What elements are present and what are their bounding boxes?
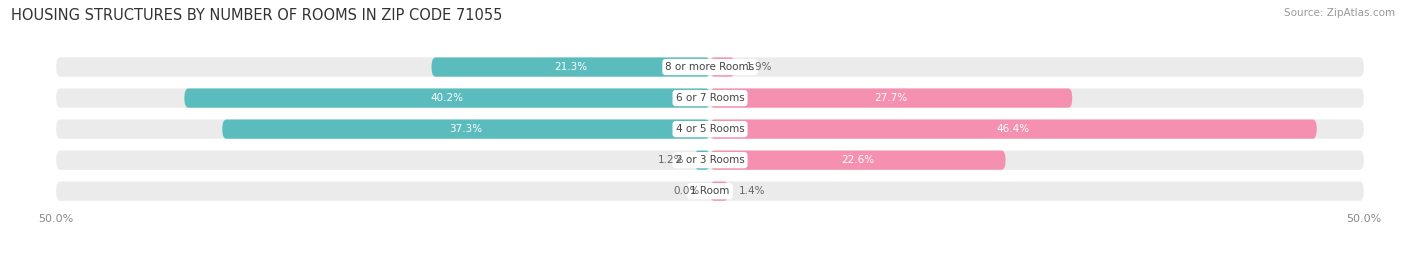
FancyBboxPatch shape <box>56 151 1364 170</box>
Text: 8 or more Rooms: 8 or more Rooms <box>665 62 755 72</box>
Text: 4 or 5 Rooms: 4 or 5 Rooms <box>676 124 744 134</box>
Text: 0.0%: 0.0% <box>673 186 700 196</box>
FancyBboxPatch shape <box>56 182 1364 201</box>
Text: Source: ZipAtlas.com: Source: ZipAtlas.com <box>1284 8 1395 18</box>
FancyBboxPatch shape <box>432 57 710 77</box>
Text: 6 or 7 Rooms: 6 or 7 Rooms <box>676 93 744 103</box>
FancyBboxPatch shape <box>710 89 1073 108</box>
FancyBboxPatch shape <box>56 57 1364 77</box>
Text: 21.3%: 21.3% <box>554 62 588 72</box>
Text: HOUSING STRUCTURES BY NUMBER OF ROOMS IN ZIP CODE 71055: HOUSING STRUCTURES BY NUMBER OF ROOMS IN… <box>11 8 502 23</box>
Text: 37.3%: 37.3% <box>450 124 482 134</box>
FancyBboxPatch shape <box>222 119 710 139</box>
Text: 27.7%: 27.7% <box>875 93 908 103</box>
Text: 40.2%: 40.2% <box>430 93 464 103</box>
FancyBboxPatch shape <box>710 151 1005 170</box>
FancyBboxPatch shape <box>710 119 1317 139</box>
FancyBboxPatch shape <box>56 119 1364 139</box>
Text: 1.9%: 1.9% <box>745 62 772 72</box>
Text: 2 or 3 Rooms: 2 or 3 Rooms <box>676 155 744 165</box>
Text: 1 Room: 1 Room <box>690 186 730 196</box>
FancyBboxPatch shape <box>184 89 710 108</box>
Text: 1.4%: 1.4% <box>738 186 765 196</box>
FancyBboxPatch shape <box>710 57 735 77</box>
FancyBboxPatch shape <box>695 151 710 170</box>
Text: 22.6%: 22.6% <box>841 155 875 165</box>
FancyBboxPatch shape <box>56 89 1364 108</box>
FancyBboxPatch shape <box>710 182 728 201</box>
Text: 1.2%: 1.2% <box>658 155 683 165</box>
Text: 46.4%: 46.4% <box>997 124 1031 134</box>
